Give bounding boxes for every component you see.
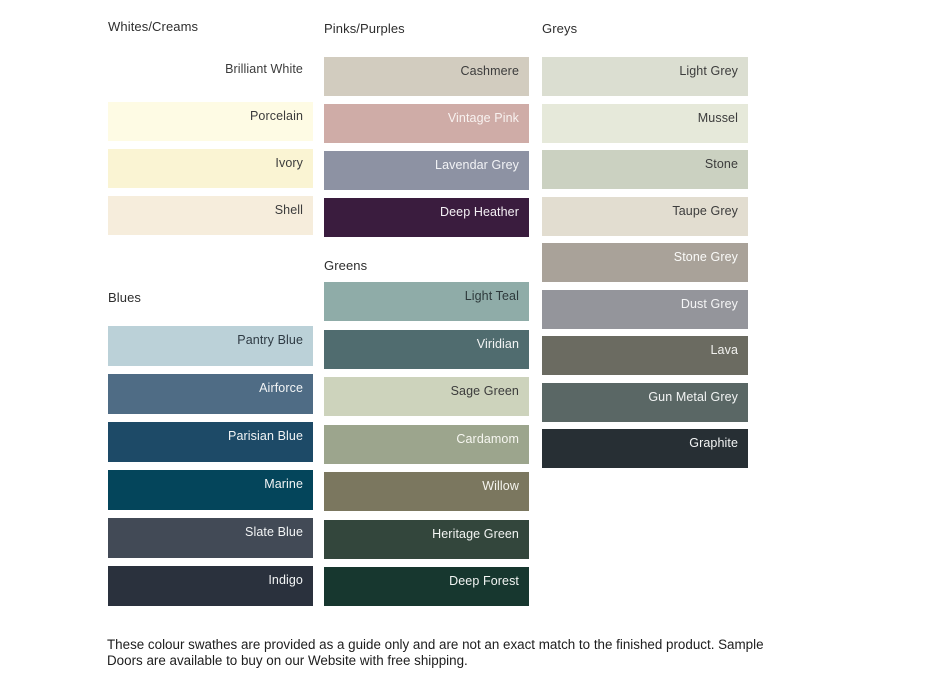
swatch-label: Deep Forest <box>449 574 519 588</box>
swatch-lavendar-grey: Lavendar Grey <box>324 151 529 190</box>
swatch-cashmere: Cashmere <box>324 57 529 96</box>
swatch-label: Gun Metal Grey <box>648 389 738 404</box>
swatch-list-blues: Pantry Blue Airforce Parisian Blue Marin… <box>108 326 313 606</box>
swatch-label: Slate Blue <box>245 525 303 539</box>
section-whites-creams: Whites/Creams Brilliant White Porcelain … <box>108 19 313 243</box>
section-title-greens: Greens <box>324 258 368 273</box>
swatch-vintage-pink: Vintage Pink <box>324 104 529 143</box>
swatch-list-whites-creams: Brilliant White Porcelain Ivory Shell <box>108 55 313 235</box>
swatch-dust-grey: Dust Grey <box>542 289 748 329</box>
section-title-pinks-purples: Pinks/Purples <box>324 21 405 36</box>
swatch-gun-metal-grey: Gun Metal Grey <box>542 382 748 422</box>
section-pinks-purples: Pinks/Purples Cashmere Vintage Pink Lave… <box>324 21 529 245</box>
swatch-label: Shell <box>274 203 303 217</box>
swatch-label: Heritage Green <box>432 526 519 541</box>
swatch-label: Ivory <box>275 156 303 170</box>
swatch-marine: Marine <box>108 470 313 510</box>
swatch-cardamom: Cardamom <box>324 424 529 464</box>
swatch-deep-heather: Deep Heather <box>324 198 529 237</box>
section-title-blues: Blues <box>108 290 142 305</box>
swatch-sage-green: Sage Green <box>324 377 529 416</box>
swatch-list-pinks-purples: Cashmere Vintage Pink Lavendar Grey Deep… <box>324 57 529 237</box>
swatch-list-greens: Light Teal Viridian Sage Green Cardamom … <box>324 282 529 606</box>
swatch-parisian-blue: Parisian Blue <box>108 422 313 462</box>
swatch-porcelain: Porcelain <box>108 102 313 141</box>
swatch-label: Cardamom <box>456 431 519 446</box>
swatch-light-teal: Light Teal <box>324 282 529 321</box>
swatch-label: Porcelain <box>249 109 303 123</box>
swatch-label: Airforce <box>259 381 303 395</box>
swatch-list-greys: Light Grey Mussel Stone Taupe Grey Stone… <box>542 57 748 468</box>
swatch-viridian: Viridian <box>324 329 529 369</box>
swatch-label: Viridian <box>476 336 519 351</box>
swatch-label: Brilliant White <box>225 62 303 76</box>
swatch-label: Sage Green <box>450 384 519 398</box>
swatch-heritage-green: Heritage Green <box>324 519 529 559</box>
swatch-slate-blue: Slate Blue <box>108 518 313 558</box>
swatch-label: Light Grey <box>679 64 738 78</box>
swatch-label: Stone Grey <box>673 250 738 264</box>
swatch-label: Lava <box>710 343 738 357</box>
swatch-indigo: Indigo <box>108 566 313 606</box>
section-greens: Greens Light Teal Viridian Sage Green Ca… <box>324 258 529 615</box>
swatch-airforce: Airforce <box>108 374 313 414</box>
swatch-willow: Willow <box>324 472 529 511</box>
swatch-ivory: Ivory <box>108 149 313 188</box>
swatch-label: Parisian Blue <box>228 429 303 443</box>
swatch-label: Vintage Pink <box>447 111 519 125</box>
swatch-label: Willow <box>482 479 519 493</box>
swatch-label: Graphite <box>689 436 738 450</box>
swatch-stone: Stone <box>542 150 748 189</box>
swatch-label: Pantry Blue <box>237 333 303 347</box>
swatch-label: Light Teal <box>464 289 519 303</box>
swatch-label: Mussel <box>697 110 738 125</box>
swatch-light-grey: Light Grey <box>542 57 748 96</box>
swatch-graphite: Graphite <box>542 429 748 468</box>
swatch-label: Stone <box>704 157 738 171</box>
swatch-stone-grey: Stone Grey <box>542 243 748 282</box>
swatch-pantry-blue: Pantry Blue <box>108 326 313 366</box>
section-title-whites-creams: Whites/Creams <box>108 19 199 34</box>
section-title-greys: Greys <box>542 21 578 36</box>
swatch-label: Dust Grey <box>680 296 738 311</box>
swatch-taupe-grey: Taupe Grey <box>542 196 748 236</box>
swatch-label: Indigo <box>268 573 303 587</box>
footer-disclaimer: These colour swathes are provided as a g… <box>107 637 764 669</box>
swatch-label: Cashmere <box>460 64 519 78</box>
swatch-label: Deep Heather <box>439 205 519 219</box>
swatch-deep-forest: Deep Forest <box>324 567 529 606</box>
section-greys: Greys Light Grey Mussel Stone Taupe Grey… <box>542 21 748 476</box>
swatch-lava: Lava <box>542 336 748 375</box>
section-blues: Blues Pantry Blue Airforce Parisian Blue… <box>108 290 313 614</box>
swatch-shell: Shell <box>108 196 313 235</box>
swatch-label: Marine <box>264 477 303 491</box>
swatch-brilliant-white: Brilliant White <box>108 55 313 94</box>
swatch-label: Taupe Grey <box>672 203 738 218</box>
swatch-label: Lavendar Grey <box>435 158 519 172</box>
swatch-mussel: Mussel <box>542 103 748 143</box>
